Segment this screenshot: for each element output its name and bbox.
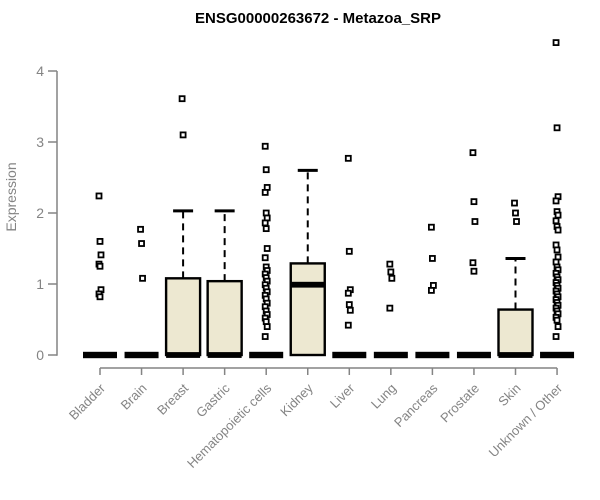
outlier-point (469, 259, 477, 267)
outlier-point (427, 223, 435, 231)
x-category-label: Breast (154, 380, 191, 417)
outlier-point (263, 323, 271, 331)
outlier-point (553, 316, 561, 324)
outlier-point (96, 237, 104, 245)
outlier-point (178, 95, 186, 103)
x-category-label: Kidney (277, 380, 316, 419)
box (289, 262, 326, 357)
flat-box (540, 351, 575, 359)
chart-title: ENSG00000263672 - Metazoa_SRP (195, 10, 441, 27)
x-category-label: Prostate (437, 381, 482, 426)
outlier-point (97, 251, 105, 259)
y-tick-label: 4 (36, 63, 44, 79)
outlier-point (262, 166, 270, 174)
outlier-point (139, 274, 146, 282)
outlier-point (96, 262, 104, 270)
outlier-point (386, 304, 394, 312)
x-category-label: Gastric (193, 380, 233, 420)
outlier-point (470, 198, 478, 206)
median-line (207, 352, 242, 358)
outlier-point (388, 274, 396, 282)
outlier-point (553, 124, 561, 132)
outlier-point (345, 247, 353, 255)
flat-box (373, 351, 408, 359)
outlier-point (553, 246, 561, 254)
outlier-point (552, 217, 560, 225)
flat-box (249, 351, 284, 359)
outlier-point (263, 245, 271, 252)
outlier-point (261, 333, 269, 340)
outlier-point (470, 267, 478, 275)
flat-box (83, 351, 117, 359)
outlier-point (554, 323, 562, 331)
x-category-label: Skin (495, 381, 523, 409)
outlier-point (512, 209, 519, 217)
outlier-point (344, 321, 352, 329)
y-tick-label: 2 (36, 205, 44, 221)
outlier-point (262, 225, 270, 233)
y-tick-label: 0 (36, 347, 44, 363)
flat-box (415, 351, 450, 359)
outlier-point (386, 260, 394, 268)
outlier-point (261, 219, 269, 227)
median-line (290, 281, 325, 288)
y-tick-label: 1 (36, 276, 44, 292)
outlier-point (511, 199, 518, 207)
x-category-label: Unknown / Other (486, 380, 566, 460)
x-category-label: Brain (118, 381, 150, 413)
median-line (498, 352, 533, 358)
outlier-point (554, 226, 562, 234)
x-category-label: Bladder (66, 380, 109, 423)
x-category-label: Lung (368, 381, 399, 412)
outlier-point (552, 197, 560, 205)
outlier-point (552, 333, 560, 340)
outlier-point (261, 142, 269, 150)
box (206, 279, 243, 357)
outlier-point (344, 289, 352, 297)
outlier-point (471, 218, 479, 225)
flat-box (332, 351, 367, 359)
outlier-point (346, 306, 354, 314)
y-axis-label: Expression (3, 162, 19, 231)
x-category-label: Pancreas (391, 380, 441, 430)
x-category-label: Liver (327, 380, 358, 411)
outlier-point (552, 39, 560, 46)
box (497, 308, 534, 357)
outlier-point (261, 189, 269, 196)
outlier-point (513, 218, 520, 225)
flat-box (456, 351, 491, 359)
outlier-point (345, 301, 353, 308)
outlier-point (428, 255, 436, 262)
flat-box (124, 351, 159, 359)
outlier-point (469, 149, 477, 157)
box (164, 277, 202, 357)
outlier-point (261, 254, 269, 262)
y-tick-label: 3 (36, 134, 44, 150)
outlier-point (137, 225, 144, 233)
outlier-point (387, 268, 395, 276)
outlier-point (138, 240, 145, 247)
outlier-point (96, 293, 104, 301)
outlier-point (344, 154, 352, 162)
outlier-point (179, 131, 187, 139)
outlier-point (427, 286, 435, 294)
outlier-point (554, 211, 562, 219)
median-line (166, 352, 201, 358)
outlier-point (95, 192, 103, 200)
